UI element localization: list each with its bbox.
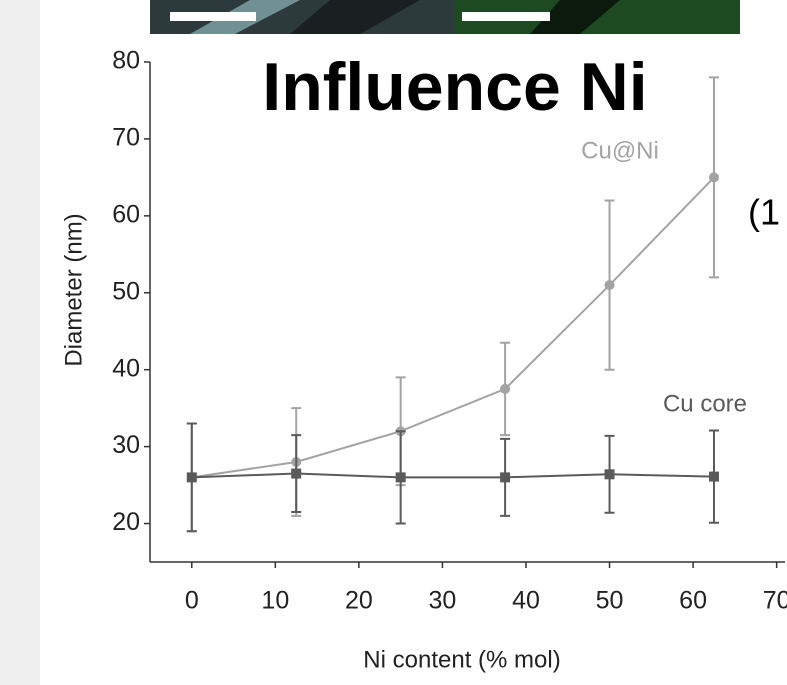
x-tick-label: 70 xyxy=(763,587,787,615)
marker xyxy=(291,468,302,479)
series-label: Cu core xyxy=(663,390,747,417)
title: Influence Ni xyxy=(262,49,647,125)
series-label: Cu@Ni xyxy=(581,137,659,164)
y-tick-label: 70 xyxy=(112,124,140,152)
side-strip xyxy=(0,0,40,685)
y-tick-label: 80 xyxy=(112,47,140,75)
marker xyxy=(604,280,615,291)
marker xyxy=(708,471,719,482)
y-tick-label: 40 xyxy=(112,354,140,382)
x-tick-label: 0 xyxy=(185,587,199,615)
x-tick-label: 40 xyxy=(512,587,540,615)
scale-bar xyxy=(170,12,256,21)
micrograph-feature xyxy=(530,0,620,34)
series-line xyxy=(191,176,715,479)
marker xyxy=(604,469,615,480)
y-axis-label: Diameter (nm) xyxy=(60,213,87,366)
marker xyxy=(500,472,511,483)
marker xyxy=(708,172,719,183)
micrograph-strip xyxy=(150,0,740,34)
marker xyxy=(500,383,511,394)
y-tick-label: 60 xyxy=(112,200,140,228)
x-tick-label: 20 xyxy=(345,587,373,615)
x-axis-label: Ni content (% mol) xyxy=(363,646,560,673)
annotation: (1 xyxy=(748,192,780,233)
x-tick-label: 30 xyxy=(429,587,457,615)
scale-bar xyxy=(462,12,550,21)
y-tick-label: 20 xyxy=(112,508,140,536)
y-tick-label: 50 xyxy=(112,277,140,305)
marker xyxy=(186,472,197,483)
x-tick-label: 60 xyxy=(679,587,707,615)
series-line xyxy=(191,472,715,479)
y-tick-label: 30 xyxy=(112,431,140,459)
x-tick-label: 50 xyxy=(596,587,624,615)
marker xyxy=(395,472,406,483)
micrograph-feature xyxy=(290,0,420,34)
x-tick-label: 10 xyxy=(261,587,289,615)
